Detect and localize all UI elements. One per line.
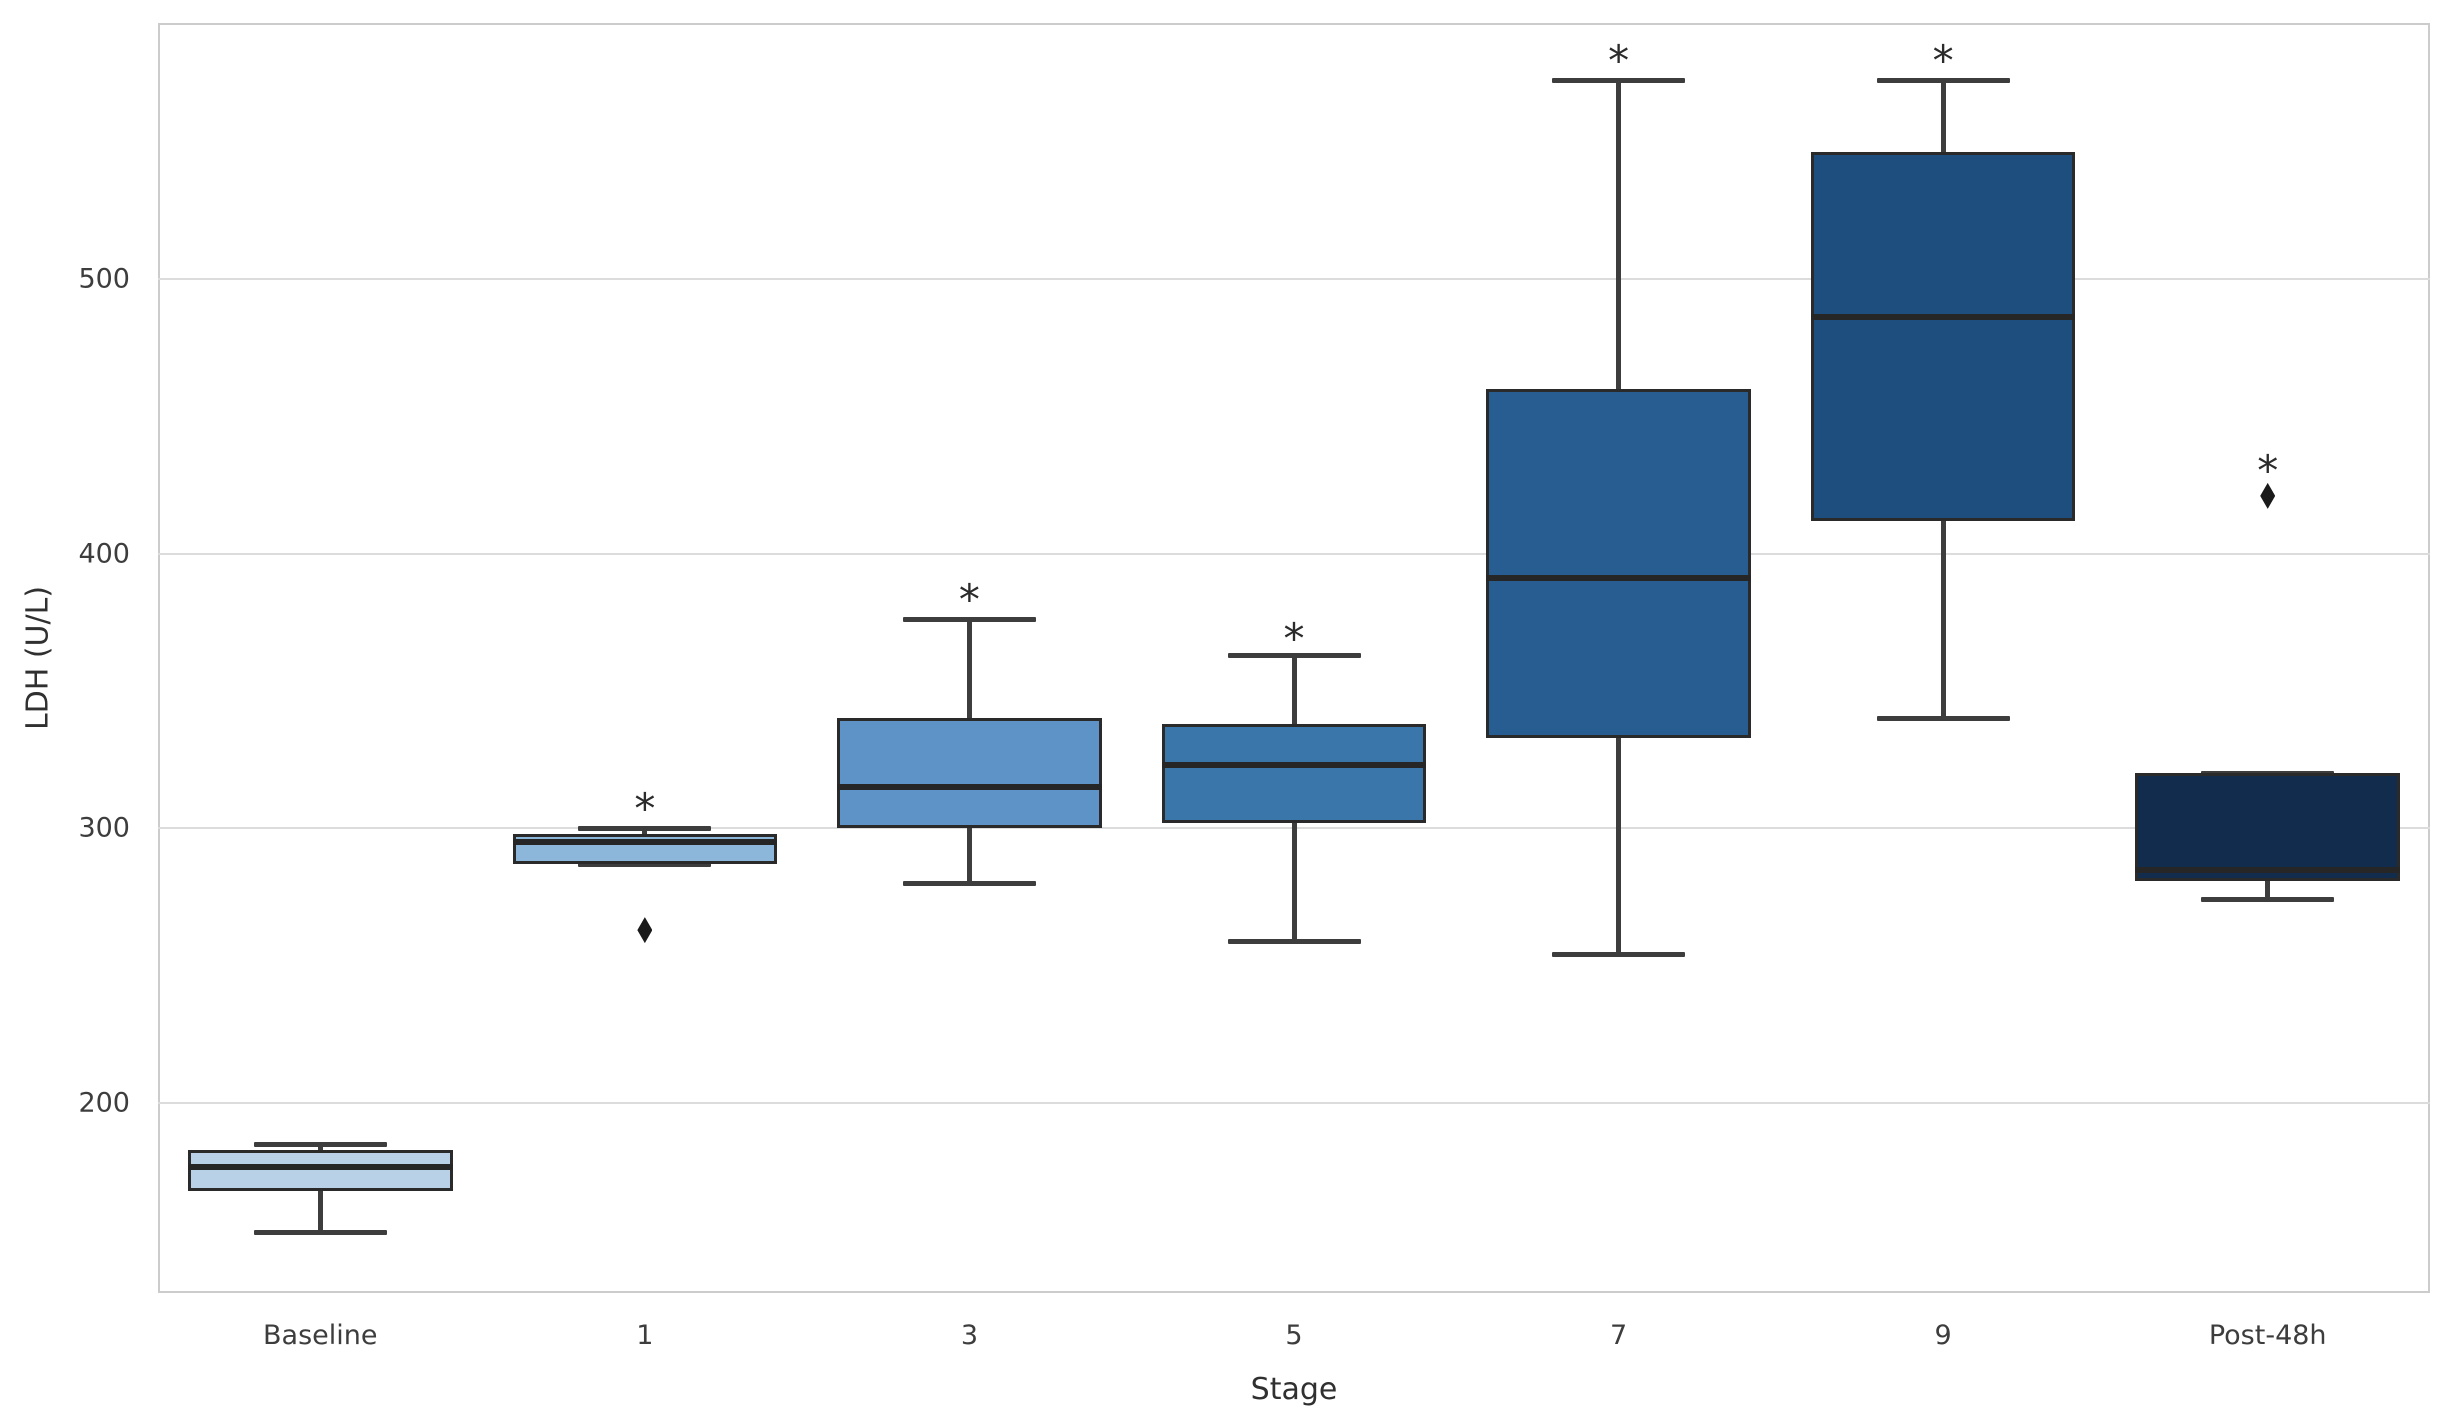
upper-whisker-cap <box>1552 78 1686 84</box>
upper-whisker <box>1616 80 1622 389</box>
lower-whisker-cap <box>578 861 712 867</box>
x-tick-label: 3 <box>960 1320 979 1351</box>
significance-asterisk: * <box>1932 36 1954 86</box>
lower-whisker <box>317 1191 323 1233</box>
outlier-diamond <box>637 917 653 944</box>
upper-whisker <box>1940 80 1946 153</box>
x-tick-label: 5 <box>1285 1320 1303 1351</box>
y-axis-label: LDH (U/L) <box>20 585 56 731</box>
median-line <box>1810 314 2076 321</box>
x-tick-label: 1 <box>636 1320 654 1351</box>
upper-whisker-cap <box>1227 652 1361 658</box>
upper-whisker-cap <box>578 825 712 831</box>
y-tick-label: 400 <box>78 538 130 570</box>
lower-whisker-cap <box>1227 938 1361 944</box>
upper-whisker <box>1291 655 1297 724</box>
outlier-diamond <box>2260 482 2276 509</box>
median-line <box>188 1163 453 1170</box>
lower-whisker-cap <box>1552 952 1686 958</box>
significance-asterisk: * <box>2257 446 2279 496</box>
significance-asterisk: * <box>958 575 980 625</box>
x-tick-label: Post-48h <box>2208 1320 2327 1351</box>
box-5 <box>1161 723 1427 823</box>
x-tick-label: Baseline <box>263 1320 378 1351</box>
upper-whisker-cap <box>902 617 1036 622</box>
lower-whisker-cap <box>253 1230 387 1236</box>
x-tick-label: 7 <box>1609 1320 1628 1351</box>
box-7 <box>1486 388 1751 738</box>
box-Baseline <box>188 1150 453 1192</box>
upper-whisker-cap <box>1876 78 2010 84</box>
plot-area: * * * * * * <box>158 23 2430 1293</box>
significance-asterisk: * <box>634 784 656 834</box>
median-line <box>1486 575 1751 582</box>
lower-whisker <box>1291 822 1297 942</box>
upper-whisker <box>642 828 648 834</box>
significance-asterisk: * <box>1608 36 1630 86</box>
median-line <box>512 839 778 846</box>
significance-asterisk: * <box>1283 613 1305 663</box>
y-tick-label: 500 <box>78 263 130 295</box>
x-axis-label: Stage <box>1250 1372 1338 1407</box>
lower-whisker <box>1940 520 1946 719</box>
median-line <box>1161 762 1427 769</box>
box-Post-48h <box>2135 773 2400 881</box>
upper-whisker <box>317 1144 323 1151</box>
upper-whisker <box>966 619 972 719</box>
box-1 <box>512 833 778 865</box>
median-line <box>837 784 1102 791</box>
gridline-200 <box>158 1102 2430 1105</box>
box-3 <box>837 718 1102 829</box>
box-9 <box>1810 152 2076 521</box>
lower-whisker-cap <box>2201 897 2335 903</box>
gridline-400 <box>158 552 2430 555</box>
upper-whisker-cap <box>253 1142 387 1148</box>
lower-whisker <box>1616 737 1622 955</box>
y-tick-label: 300 <box>78 812 130 844</box>
lower-whisker-cap <box>902 880 1036 886</box>
lower-whisker <box>2265 880 2271 900</box>
lower-whisker <box>966 828 972 884</box>
gridline-500 <box>158 277 2430 280</box>
median-line <box>2135 866 2400 873</box>
y-tick-label: 200 <box>78 1087 130 1119</box>
x-tick-label: 9 <box>1934 1320 1952 1351</box>
lower-whisker-cap <box>1876 715 2010 721</box>
